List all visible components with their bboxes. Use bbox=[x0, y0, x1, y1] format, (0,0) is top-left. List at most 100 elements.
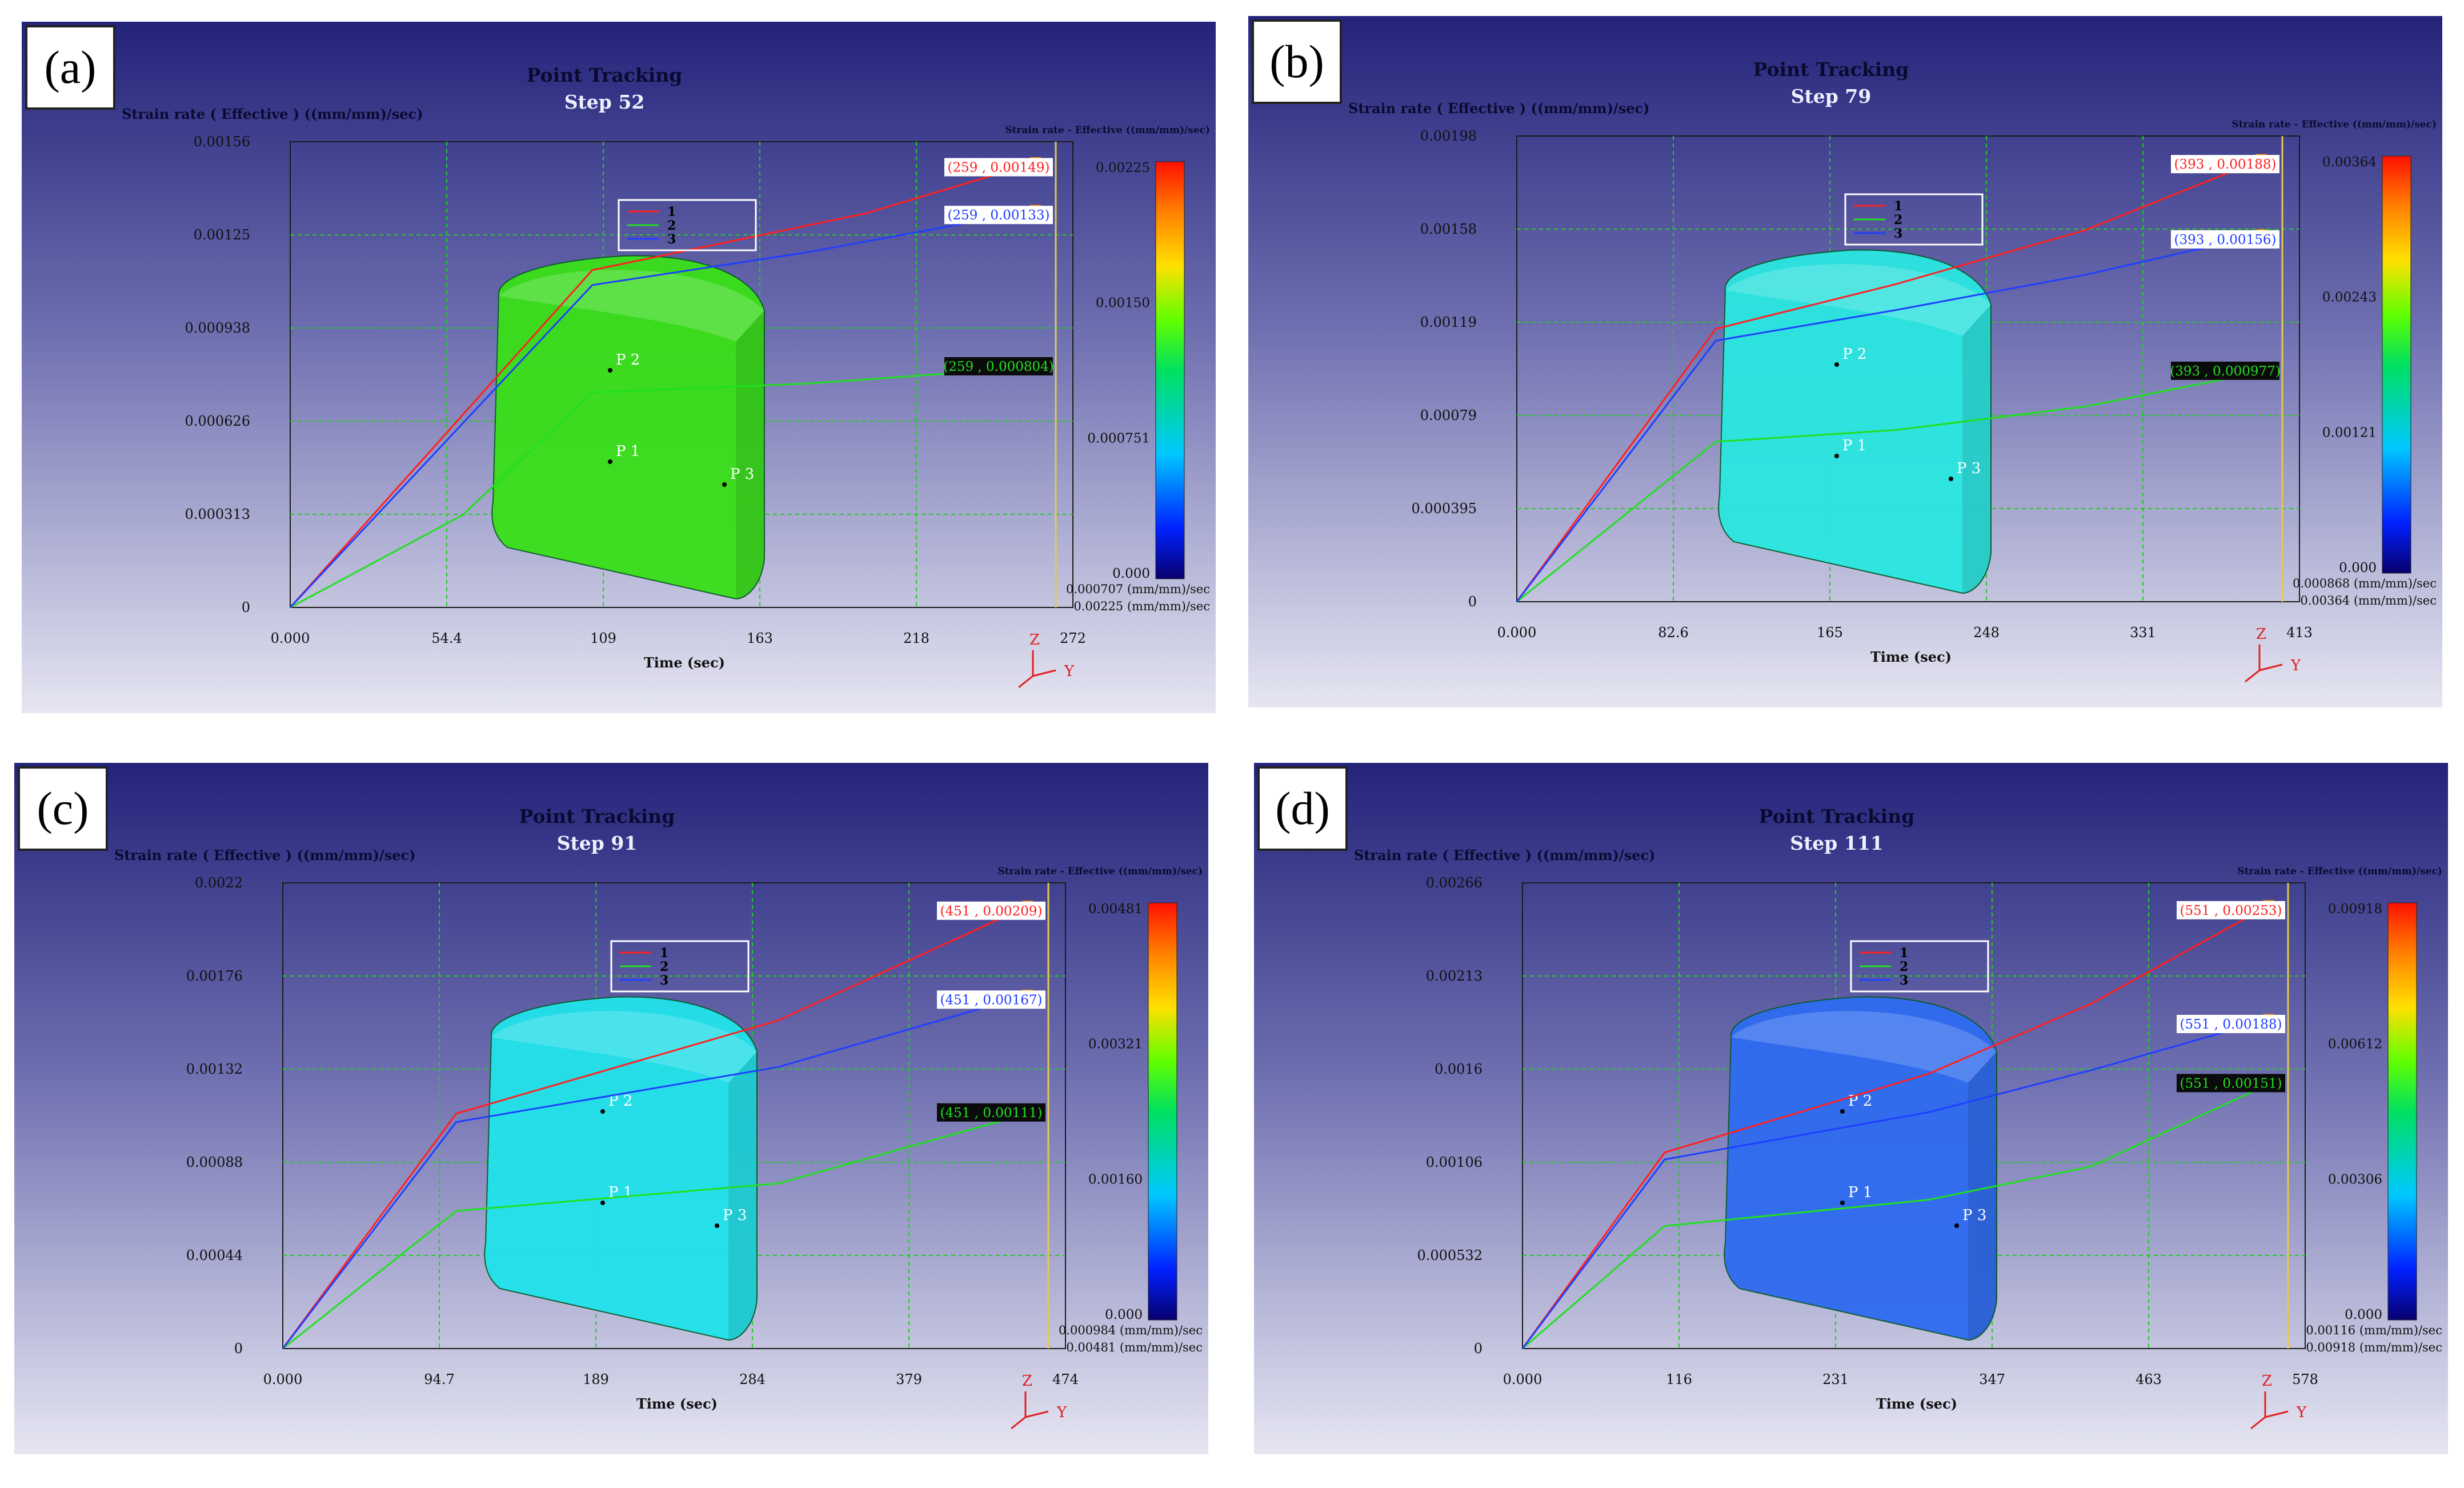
value-label-text: (551 , 0.00188) bbox=[2180, 1017, 2282, 1032]
x-tick-label: 578 bbox=[2292, 1371, 2318, 1387]
value-label-box bbox=[2177, 1074, 2285, 1093]
legend-entry-3: 3 bbox=[1894, 226, 1902, 241]
x-tick-label: 82.6 bbox=[1658, 625, 1688, 641]
value-label-box bbox=[2171, 361, 2279, 380]
colorbar-tick-label: 0.000751 bbox=[1087, 431, 1150, 446]
y-tick-label: 0.00106 bbox=[1426, 1154, 1483, 1170]
panel-letter-label: (d) bbox=[1257, 766, 1348, 851]
colorbar-tick-label: 0.000 bbox=[1112, 566, 1150, 581]
x-tick-label: 109 bbox=[590, 630, 616, 646]
value-label-text: (551 , 0.00253) bbox=[2180, 903, 2282, 918]
x-tick-label: 231 bbox=[1822, 1371, 1849, 1387]
workpiece-top-face bbox=[491, 1011, 757, 1083]
colorbar-title: Strain rate - Effective ((mm/mm)/sec) bbox=[2237, 866, 2442, 877]
chart-svg: Point Tracking Step 91 Strain rate ( Effec… bbox=[14, 763, 1208, 1454]
colorbar-tick-label: 0.00612 bbox=[2328, 1037, 2382, 1052]
panel-c: Point Tracking Step 91 Strain rate ( Effec… bbox=[14, 763, 1208, 1454]
legend-entry-3: 3 bbox=[660, 973, 668, 988]
colorbar-title: Strain rate - Effective ((mm/mm)/sec) bbox=[997, 866, 1203, 877]
axis-triad: ZY bbox=[2250, 1373, 2307, 1430]
y-tick-label: 0.00213 bbox=[1426, 968, 1483, 984]
value-label-box bbox=[937, 990, 1045, 1009]
tracking-point-marker bbox=[1954, 1223, 1959, 1228]
legend: 123 bbox=[1844, 193, 1984, 246]
colorbar-tick-label: 0.00160 bbox=[1088, 1172, 1143, 1187]
triad-z-label: Z bbox=[2256, 626, 2266, 643]
colorbar-tick-label: 0.00481 bbox=[1088, 902, 1143, 917]
series-1-line bbox=[1521, 905, 2269, 1349]
panel-letter-label: (c) bbox=[18, 766, 108, 851]
tracking-point-label: P 3 bbox=[730, 466, 754, 483]
x-tick-label: 272 bbox=[1060, 630, 1086, 646]
tracking-point-marker bbox=[1834, 362, 1839, 367]
value-label-text: (259 , 0.00133) bbox=[948, 208, 1050, 223]
chart-title: Point Tracking bbox=[527, 64, 683, 86]
x-tick-label: 284 bbox=[739, 1371, 766, 1387]
colorbar bbox=[1155, 161, 1185, 579]
y-tick-label: 0.00079 bbox=[1420, 407, 1477, 423]
x-tick-label: 165 bbox=[1817, 625, 1843, 641]
legend-box bbox=[1844, 193, 1984, 246]
y-tick-label: 0.000313 bbox=[185, 506, 250, 522]
series-2-line bbox=[1516, 371, 2262, 603]
triad-y-label: Y bbox=[1056, 1404, 1067, 1421]
x-tick-label: 331 bbox=[2130, 625, 2156, 641]
triad-y-label: Y bbox=[2296, 1404, 2307, 1421]
value-label-text: (259 , 0.00149) bbox=[948, 161, 1050, 175]
axis-triad: ZY bbox=[1011, 1373, 1067, 1430]
y-tick-label: 0.00266 bbox=[1426, 875, 1483, 891]
y-tick-label: 0.00176 bbox=[186, 968, 243, 984]
axis-triad: ZY bbox=[1018, 631, 1075, 689]
legend-entry-2: 2 bbox=[660, 959, 668, 974]
colorbar-tick-label: 0.000 bbox=[2345, 1307, 2382, 1322]
x-tick-label: 474 bbox=[1052, 1371, 1079, 1387]
colorbar-tick-label: 0.00918 bbox=[2328, 902, 2382, 917]
workpiece-body bbox=[491, 255, 765, 600]
x-axis-label: Time (sec) bbox=[1870, 649, 1952, 665]
workpiece-side-face bbox=[1968, 1051, 1997, 1340]
chart-title: Point Tracking bbox=[1753, 58, 1909, 81]
value-label-box bbox=[944, 206, 1053, 225]
series-3-line bbox=[1521, 1018, 2269, 1349]
value-label-box bbox=[2171, 155, 2279, 174]
x-tick-label: 463 bbox=[2136, 1371, 2162, 1387]
x-tick-label: 54.4 bbox=[431, 630, 462, 646]
triad-x-axis bbox=[1011, 1416, 1026, 1430]
tracking-point-marker bbox=[600, 1109, 605, 1114]
value-label-text: (259 , 0.000804) bbox=[943, 359, 1054, 374]
panel-b: Point Tracking Step 79 Strain rate ( Effec… bbox=[1248, 16, 2442, 707]
chart-subtitle: Step 79 bbox=[1791, 85, 1872, 107]
plot-frame bbox=[1522, 882, 2306, 1349]
value-label-text: (451 , 0.00167) bbox=[940, 993, 1043, 1007]
legend-entry-1: 1 bbox=[660, 946, 668, 961]
colorbar-tick-label: 0.00364 bbox=[2322, 155, 2377, 170]
tracking-point-marker bbox=[1949, 477, 1953, 481]
tracking-point-label: P 3 bbox=[1957, 460, 1981, 477]
x-tick-label: 94.7 bbox=[424, 1371, 454, 1387]
legend-entry-2: 2 bbox=[1900, 959, 1908, 974]
y-tick-label: 0 bbox=[1474, 1341, 1483, 1357]
y-tick-label: 0.00125 bbox=[194, 227, 250, 243]
workpiece-body bbox=[1718, 249, 1992, 594]
legend-box bbox=[610, 940, 750, 993]
value-label-box bbox=[937, 901, 1045, 920]
colorbar bbox=[1148, 902, 1177, 1321]
panel-letter-label: (b) bbox=[1252, 19, 1342, 104]
colorbar-tick-label: 0.00150 bbox=[1096, 296, 1150, 311]
y-tick-label: 0.000532 bbox=[1417, 1247, 1483, 1263]
series-1-line bbox=[289, 162, 1036, 609]
chart-title: Point Tracking bbox=[1759, 805, 1915, 827]
x-tick-label: 347 bbox=[1979, 1371, 2005, 1387]
value-label-text: (393 , 0.000977) bbox=[2170, 364, 2281, 379]
series-3-line bbox=[1516, 234, 2262, 602]
tracking-point-label: P 2 bbox=[1848, 1093, 1872, 1110]
chart-subtitle: Step 52 bbox=[564, 91, 645, 113]
value-label-box bbox=[2171, 230, 2279, 249]
panel-letter-label: (a) bbox=[25, 25, 115, 110]
series-2-line bbox=[282, 1113, 1028, 1350]
series-1-line bbox=[282, 905, 1028, 1349]
series-3-line bbox=[282, 994, 1028, 1349]
x-tick-label: 0.000 bbox=[1503, 1371, 1542, 1387]
tracking-point-marker bbox=[722, 482, 727, 487]
plot-frame bbox=[1516, 135, 2300, 602]
